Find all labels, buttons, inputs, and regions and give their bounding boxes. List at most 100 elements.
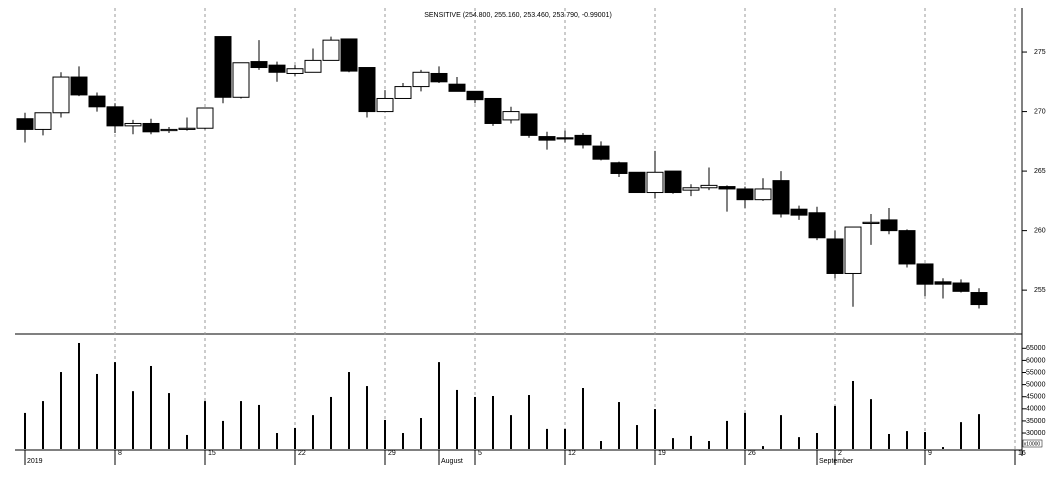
candle-body (682, 187, 700, 191)
volume-y-tick-label: 55000 (1026, 369, 1046, 376)
candle-body (394, 86, 412, 99)
x-tick-label: 5 (478, 450, 482, 457)
volume-bar (24, 412, 26, 449)
candle-body (286, 68, 304, 74)
volume-bar (960, 422, 962, 449)
candle-body (664, 170, 682, 194)
candle-body (916, 263, 934, 285)
volume-bar (672, 438, 674, 449)
volume-y-tick-label: 45000 (1026, 394, 1046, 401)
candle-body (538, 136, 556, 141)
volume-bar (510, 415, 512, 449)
candle-body (16, 118, 34, 130)
candle-body (934, 281, 952, 285)
candle-body (754, 188, 772, 201)
candle-body (646, 171, 664, 194)
y-tick-label: 260 (1034, 227, 1046, 234)
x-tick-label: 19 (658, 450, 666, 457)
candle-body (160, 128, 178, 132)
chart-title: SENSITIVE (254.800, 255.160, 253.460, 25… (424, 12, 612, 19)
candle-body (556, 137, 574, 140)
candle-body (142, 122, 160, 133)
candle-body (412, 71, 430, 88)
candle-body (358, 67, 376, 113)
candle-body (970, 292, 988, 306)
candle-body (700, 184, 718, 189)
candle-body (574, 134, 592, 146)
volume-bar (582, 388, 584, 449)
volume-bar (420, 418, 422, 449)
volume-bar (276, 433, 278, 449)
candle-body (124, 122, 142, 127)
candle-body (250, 61, 268, 69)
y-tick-label: 255 (1034, 287, 1046, 294)
x-tick-label: 9 (928, 450, 932, 457)
volume-bar (600, 441, 602, 449)
volume-bar (924, 432, 926, 449)
volume-bar (132, 391, 134, 449)
volume-bar (258, 404, 260, 449)
candle-body (502, 111, 520, 121)
volume-bar (114, 362, 116, 449)
volume-bar (690, 435, 692, 449)
volume-bar (168, 393, 170, 449)
volume-bar (294, 427, 296, 449)
candle-body (826, 238, 844, 274)
volume-bar (852, 380, 854, 449)
volume-y-tick-label: 65000 (1026, 345, 1046, 352)
volume-bar (726, 420, 728, 449)
candle-body (214, 36, 232, 98)
period-label: 2019 (27, 458, 43, 465)
volume-unit-label: x10000 (1024, 441, 1041, 447)
volume-bar (384, 419, 386, 449)
volume-bar (816, 433, 818, 449)
candle-body (952, 282, 970, 292)
volume-bar (330, 396, 332, 449)
candle-body (862, 221, 880, 224)
candle-body (718, 186, 736, 190)
volume-bar (978, 414, 980, 449)
candle-body (178, 127, 196, 130)
volume-bar (546, 428, 548, 449)
unit-box (1022, 439, 1043, 448)
candle-body (466, 90, 484, 101)
candle-body (880, 219, 898, 232)
candle-body (898, 230, 916, 265)
volume-bar (204, 401, 206, 449)
candle-body (610, 162, 628, 174)
candle-body (592, 145, 610, 160)
candle-body (808, 212, 826, 239)
volume-bar (186, 434, 188, 449)
volume-bar (438, 362, 440, 449)
volume-bar (564, 428, 566, 449)
x-tick-label: 29 (388, 450, 396, 457)
x-tick-label: 26 (748, 450, 756, 457)
x-tick-label: 8 (118, 450, 122, 457)
volume-y-tick-label: 35000 (1026, 418, 1046, 425)
candle-body (34, 112, 52, 130)
volume-bar (870, 399, 872, 449)
candle-body (340, 38, 358, 72)
candle-body (844, 226, 862, 274)
volume-bar (60, 372, 62, 449)
candle-body (448, 83, 466, 92)
x-tick-label: 2 (838, 450, 842, 457)
volume-bar (42, 401, 44, 449)
volume-bar (474, 396, 476, 449)
candle-body (376, 97, 394, 113)
volume-bar (528, 395, 530, 449)
volume-bar (906, 431, 908, 449)
candle-body (304, 59, 322, 73)
volume-bar (402, 433, 404, 449)
x-tick-label: 12 (568, 450, 576, 457)
volume-bar (834, 405, 836, 449)
candle-body (88, 95, 106, 108)
candle-body (268, 64, 286, 73)
x-tick-label: 22 (298, 450, 306, 457)
volume-bar (798, 437, 800, 449)
candle-body (322, 39, 340, 61)
period-label: August (441, 458, 463, 465)
volume-bar (312, 415, 314, 449)
volume-bar (366, 386, 368, 449)
